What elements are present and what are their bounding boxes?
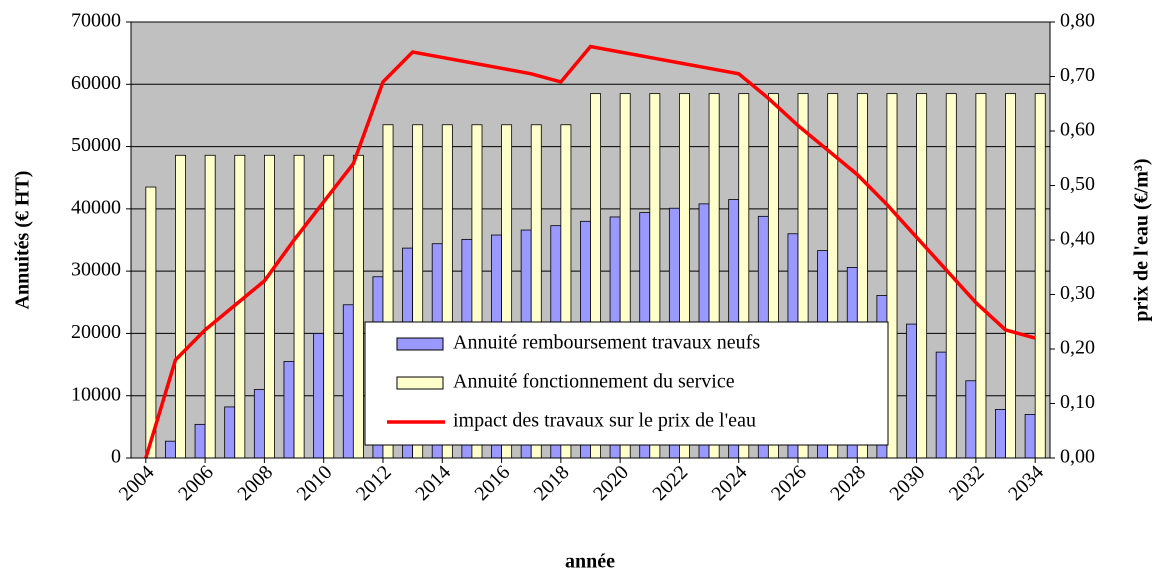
legend-swatch — [396, 376, 444, 390]
bar — [906, 323, 917, 459]
x-tick-label: 2006 — [174, 461, 218, 505]
bar — [204, 154, 216, 459]
bar — [234, 154, 246, 459]
x-tick-label: 2030 — [886, 461, 930, 505]
y2-axis-title: prix de l'eau (€/m³) — [1131, 158, 1153, 321]
x-tick-label: 2024 — [708, 461, 752, 505]
legend-label: impact des travaux sur le prix de l'eau — [453, 410, 756, 432]
y2-tick-label: 0,70 — [1060, 64, 1095, 86]
y-tick-label: 40000 — [71, 196, 121, 218]
legend-label: Annuité fonctionnement du service — [453, 371, 735, 393]
bar — [283, 361, 295, 459]
bar — [175, 154, 186, 459]
bar — [145, 186, 157, 459]
y2-tick-label: 0,30 — [1060, 282, 1095, 304]
bar — [352, 154, 364, 459]
bar — [293, 154, 305, 459]
y2-tick-label: 0,60 — [1060, 119, 1095, 141]
y-tick-label: 70000 — [71, 10, 121, 32]
x-tick-label: 2034 — [1004, 461, 1048, 505]
x-tick-label: 2014 — [411, 461, 455, 505]
y2-tick-label: 0,40 — [1060, 228, 1095, 250]
legend-swatch — [396, 337, 444, 351]
y-tick-label: 50000 — [71, 134, 121, 156]
y-tick-label: 0 — [111, 446, 121, 468]
x-tick-label: 2012 — [352, 461, 396, 505]
y-tick-label: 10000 — [71, 383, 121, 405]
legend-box — [364, 321, 889, 446]
x-tick-label: 2032 — [945, 461, 989, 505]
x-tick-label: 2010 — [293, 461, 337, 505]
bar — [264, 154, 275, 459]
y2-tick-label: 0,00 — [1060, 446, 1095, 468]
bar — [1034, 93, 1046, 459]
bar — [995, 409, 1006, 459]
y-tick-label: 30000 — [71, 259, 121, 281]
x-tick-label: 2026 — [767, 461, 811, 505]
bar — [965, 380, 977, 459]
y-tick-label: 20000 — [71, 321, 121, 343]
bar — [253, 389, 265, 459]
x-axis-title: année — [565, 551, 615, 573]
bar — [194, 423, 206, 459]
y2-tick-label: 0,10 — [1060, 391, 1095, 413]
x-tick-label: 2004 — [115, 461, 159, 505]
x-tick-label: 2016 — [471, 461, 515, 505]
x-tick-label: 2018 — [530, 461, 574, 505]
x-tick-label: 2008 — [233, 461, 277, 505]
bar — [1005, 93, 1017, 459]
bar — [916, 93, 928, 459]
x-tick-label: 2020 — [589, 461, 633, 505]
line — [144, 44, 1036, 459]
bar — [164, 440, 176, 459]
y2-tick-label: 0,80 — [1060, 10, 1095, 32]
legend-label: Annuité remboursement travaux neufs — [453, 332, 760, 354]
bar — [935, 351, 947, 459]
y2-tick-label: 0,50 — [1060, 173, 1095, 195]
bar — [975, 93, 987, 459]
bar — [313, 333, 325, 459]
bar — [1024, 413, 1036, 459]
x-tick-label: 2022 — [648, 461, 692, 505]
y2-tick-label: 0,20 — [1060, 337, 1095, 359]
bar — [342, 304, 354, 459]
bar — [224, 406, 236, 459]
x-tick-label: 2028 — [826, 461, 870, 505]
y-axis-title: Annuités (€ HT) — [12, 171, 34, 310]
plot-frame — [130, 21, 1051, 459]
y-tick-label: 60000 — [71, 72, 121, 94]
